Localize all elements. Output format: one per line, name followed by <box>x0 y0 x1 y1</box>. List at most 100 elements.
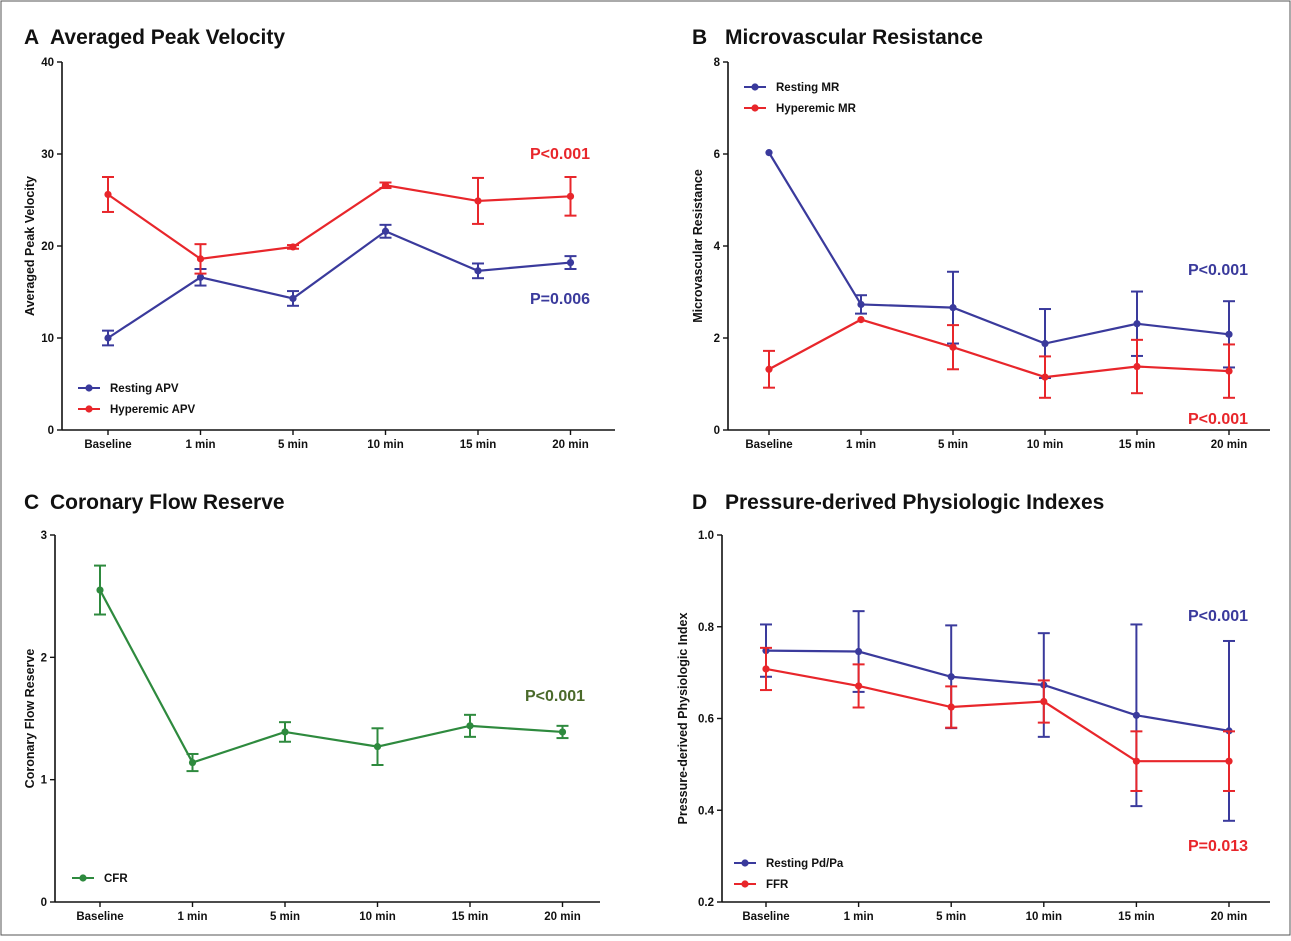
panel-c-letter: C <box>24 491 39 514</box>
panel-b-hyperemic-mr-point <box>1133 363 1140 370</box>
panel-b-y-tick-label: 2 <box>714 333 720 345</box>
panel-b-hyperemic-mr-point <box>1041 374 1048 381</box>
panel-c-y-tick-label: 2 <box>41 652 47 664</box>
panel-c-y-axis-label: Coronary Flow Reserve <box>23 649 37 789</box>
panel-b-resting-mr-point <box>765 149 772 156</box>
panel-d-ffr-point <box>1040 698 1047 705</box>
panel-c-cfr-legend-label: CFR <box>104 873 128 885</box>
panel-a-x-tick-label: 20 min <box>552 439 588 451</box>
panel-c-cfr-point <box>281 728 288 735</box>
panel-a-x-tick-label: Baseline <box>84 439 131 451</box>
panel-d-resting-pd-pa-point <box>855 648 862 655</box>
panel-a-x-tick-label: 5 min <box>278 439 308 451</box>
panel-c-x-tick-label: 15 min <box>452 911 488 923</box>
panel-b-hyperemic-mr-point <box>1225 368 1232 375</box>
panel-a-resting-apv-point <box>382 228 389 235</box>
panel-b-y-tick-label: 0 <box>714 425 720 437</box>
panel-a-hyperemic-apv-point <box>567 193 574 200</box>
panel-d-y-tick-label: 0.8 <box>698 622 715 634</box>
panel-c-x-tick-label: 10 min <box>359 911 395 923</box>
panel-a-y-tick-label: 10 <box>41 333 54 345</box>
panel-d-resting-pd-pa-point <box>948 673 955 680</box>
panel-a-y-tick-label: 30 <box>41 149 54 161</box>
panel-d-resting-pd-pa-point <box>1133 712 1140 719</box>
panel-c-x-tick-label: 1 min <box>177 911 207 923</box>
panel-b-p-value-annotation: P<0.001 <box>1188 262 1248 279</box>
panel-b-y-axis-label: Microvascular Resistance <box>691 169 705 323</box>
panel-d-title: Pressure-derived Physiologic Indexes <box>725 491 1104 514</box>
panel-d-resting-pd-pa-legend-marker <box>741 859 748 866</box>
panel-c-y-tick-label: 3 <box>41 530 47 542</box>
panel-a-hyperemic-apv-legend-marker <box>85 405 92 412</box>
panel-d-x-tick-label: Baseline <box>742 911 789 923</box>
panel-d-resting-pd-pa-legend-label: Resting Pd/Pa <box>766 858 844 870</box>
panel-b-hyperemic-mr-point <box>765 366 772 373</box>
panel-a-letter: A <box>24 26 39 49</box>
panel-d-x-tick-label: 15 min <box>1118 911 1154 923</box>
panel-c-x-tick-label: 5 min <box>270 911 300 923</box>
panel-a-resting-apv-legend-marker <box>85 384 92 391</box>
panel-d-x-tick-label: 5 min <box>936 911 966 923</box>
panel-a-x-tick-label: 1 min <box>185 439 215 451</box>
panel-c-y-tick-label: 1 <box>41 775 48 787</box>
panel-b-hyperemic-mr-legend-marker <box>751 104 758 111</box>
panel-a-y-tick-label: 40 <box>41 57 54 69</box>
panel-a-hyperemic-apv-point <box>104 191 111 198</box>
panel-a-y-tick-label: 20 <box>41 241 54 253</box>
panel-b-resting-mr-point <box>1225 331 1232 338</box>
panel-a-y-axis-label: Averaged Peak Velocity <box>23 176 37 316</box>
panel-b-resting-mr-legend-marker <box>751 83 758 90</box>
panel-a-x-tick-label: 10 min <box>367 439 403 451</box>
panel-b-resting-mr-point <box>857 301 864 308</box>
panel-b-x-tick-label: 1 min <box>846 439 876 451</box>
panel-b-hyperemic-mr-legend-label: Hyperemic MR <box>776 103 857 115</box>
panel-a-resting-apv-point <box>567 259 574 266</box>
panel-b-y-tick-label: 8 <box>714 57 721 69</box>
panel-b-letter: B <box>692 26 707 49</box>
panel-d-letter: D <box>692 491 707 514</box>
panel-b-resting-mr-point <box>949 304 956 311</box>
panel-b-x-tick-label: Baseline <box>745 439 792 451</box>
panel-a-hyperemic-apv-point <box>289 243 296 250</box>
panel-b-x-tick-label: 15 min <box>1119 439 1155 451</box>
panel-d-ffr-point <box>1133 758 1140 765</box>
panel-d-ffr-point <box>855 682 862 689</box>
panel-b-title: Microvascular Resistance <box>725 26 983 49</box>
panel-b-hyperemic-mr-point <box>857 316 864 323</box>
panel-b-p-value-annotation: P<0.001 <box>1188 411 1248 428</box>
panel-a-resting-apv-point <box>289 295 296 302</box>
panel-d-y-tick-label: 0.4 <box>698 805 715 817</box>
panel-b-resting-mr-point <box>1133 320 1140 327</box>
panel-c-p-value-annotation: P<0.001 <box>525 688 585 705</box>
panel-b-x-tick-label: 5 min <box>938 439 968 451</box>
panel-a-resting-apv-point <box>104 334 111 341</box>
panel-d-x-tick-label: 1 min <box>844 911 874 923</box>
panel-a-resting-apv-point <box>474 267 481 274</box>
panel-a-resting-apv-legend-label: Resting APV <box>110 383 179 395</box>
panel-a-hyperemic-apv-point <box>382 182 389 189</box>
panel-d-y-axis-label: Pressure-derived Physiologic Index <box>676 613 690 825</box>
panel-a-p-value-annotation: P=0.006 <box>530 291 590 308</box>
panel-d-x-tick-label: 20 min <box>1211 911 1247 923</box>
panel-d-ffr-point <box>1225 758 1232 765</box>
panel-d-ffr-legend-marker <box>741 880 748 887</box>
panel-c-title: Coronary Flow Reserve <box>50 491 285 514</box>
panel-b-x-tick-label: 10 min <box>1027 439 1063 451</box>
panel-c-y-tick-label: 0 <box>41 897 47 909</box>
panel-b-y-tick-label: 4 <box>714 241 721 253</box>
panel-b-resting-mr-point <box>1041 340 1048 347</box>
panel-d-y-tick-label: 0.6 <box>698 714 714 726</box>
panel-a-hyperemic-apv-legend-label: Hyperemic APV <box>110 404 196 416</box>
panel-c-cfr-legend-marker <box>79 874 86 881</box>
panel-c-x-tick-label: 20 min <box>544 911 580 923</box>
panel-a-title: Averaged Peak Velocity <box>50 26 285 49</box>
panel-b-resting-mr-legend-label: Resting MR <box>776 82 840 94</box>
panel-d-y-tick-label: 0.2 <box>698 897 714 909</box>
panel-b-hyperemic-mr-point <box>949 344 956 351</box>
panel-c-cfr-point <box>559 728 566 735</box>
panel-a-y-tick-label: 0 <box>48 425 54 437</box>
panel-c-cfr-point <box>96 586 103 593</box>
panel-b-y-tick-label: 6 <box>714 149 720 161</box>
